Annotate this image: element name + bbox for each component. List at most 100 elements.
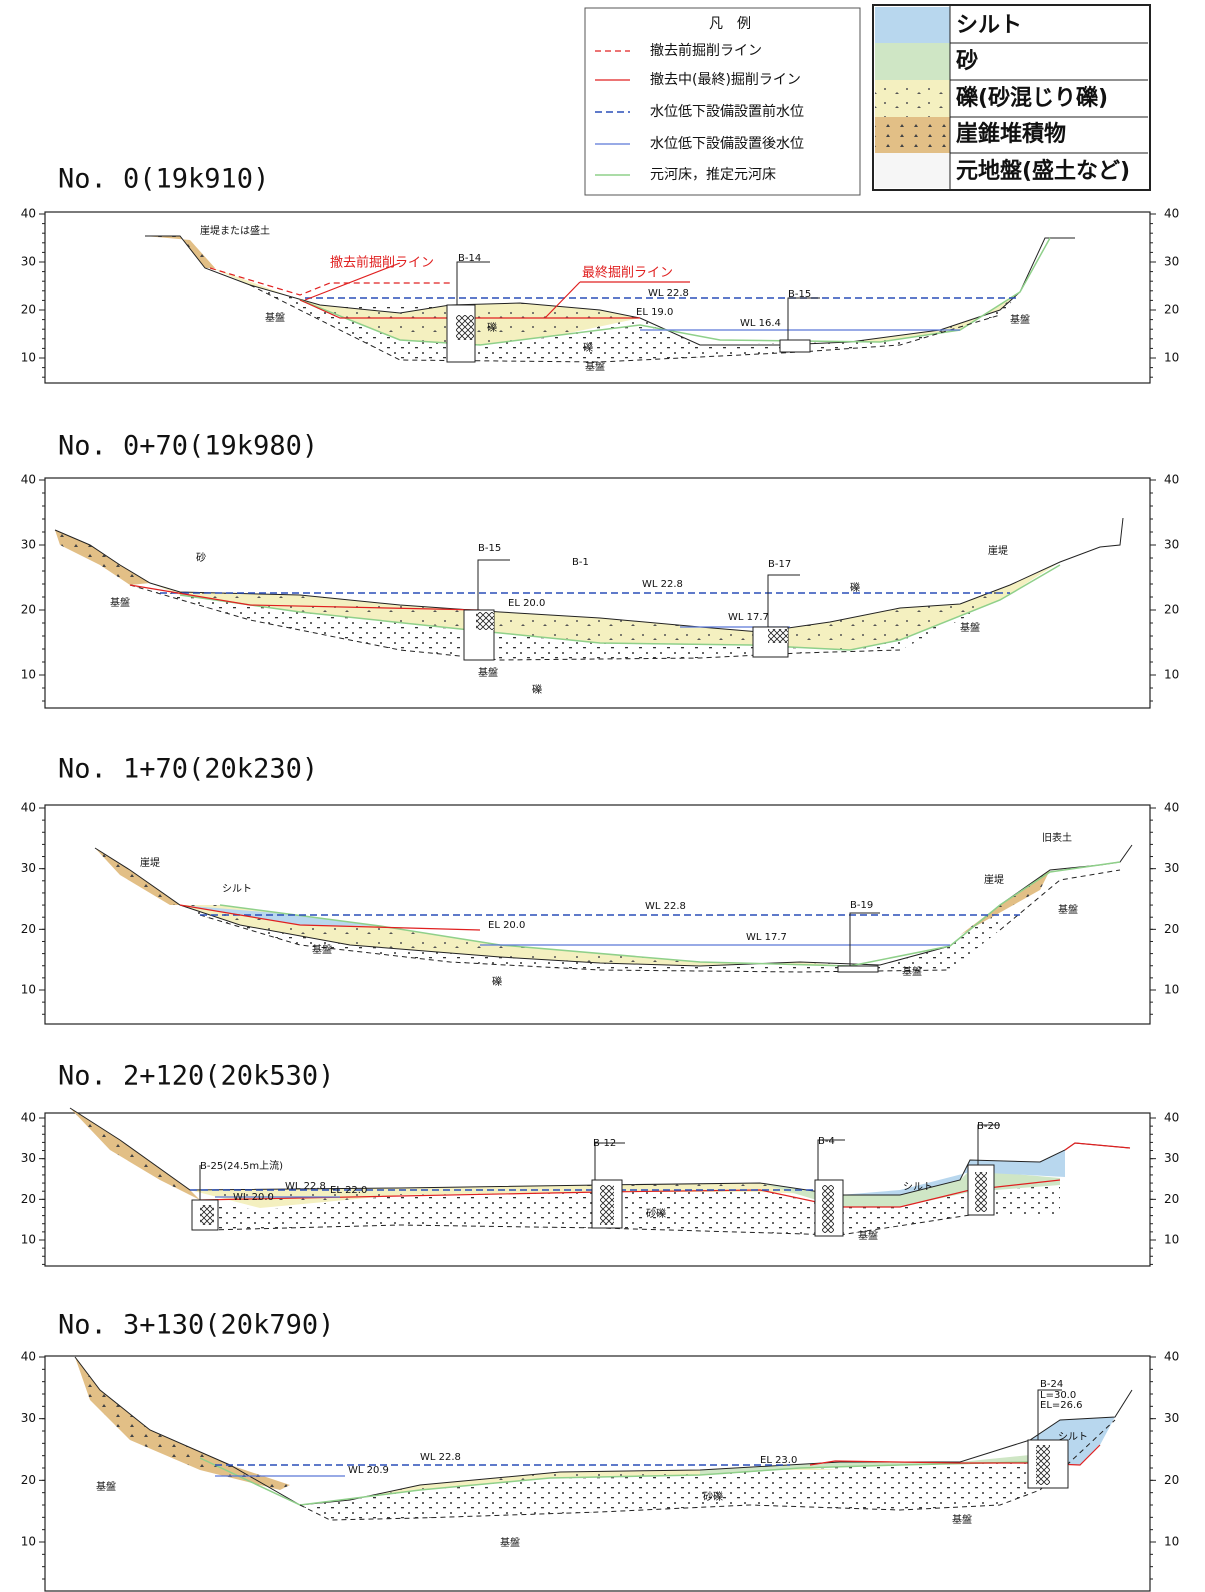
annotation: B-14 [458, 253, 481, 264]
annotation: 旧表土 [1042, 831, 1072, 844]
y-tick-label: 40 [1164, 1350, 1179, 1364]
annotation: 基盤 [265, 311, 285, 324]
y-tick-label: 30 [1164, 861, 1179, 875]
section-frame [44, 477, 1151, 709]
section: No. 2+120(20k530) B-25(24.5m上流) WL 22.8 … [21, 1061, 1179, 1267]
soil-label: 砂 [956, 49, 978, 74]
y-tick-label: 10 [1164, 1233, 1179, 1247]
y-tick-label: 20 [21, 303, 36, 317]
annotation: 礫 [583, 341, 593, 354]
borehole-flag [456, 261, 820, 340]
section-frame [44, 1112, 1151, 1267]
y-tick-label: 40 [21, 1111, 36, 1125]
borehole-flag [849, 912, 880, 966]
talus-layer [95, 848, 180, 905]
section-title: No. 2+120(20k530) [58, 1061, 334, 1092]
y-tick-label: 10 [1164, 351, 1179, 365]
y-tick-label: 40 [1164, 207, 1179, 221]
final-excavation-line [179, 904, 481, 931]
y-tick-label: 20 [21, 922, 36, 936]
basement [130, 565, 1060, 660]
annotation: 基盤 [952, 1513, 972, 1526]
annotation: 礫 [850, 581, 860, 594]
soil-swatch [875, 43, 950, 80]
y-tick-label: 10 [21, 1233, 36, 1247]
section-title: No. 0(19k910) [58, 164, 269, 195]
basement-line [199, 869, 1121, 973]
talus-layer [70, 1108, 200, 1200]
final-excavation-line [1064, 1142, 1131, 1151]
y-tick-label: 30 [1164, 538, 1179, 552]
annotation: 砂礫 [703, 1490, 723, 1503]
annotation: 基盤 [960, 621, 980, 634]
basement-line [299, 1419, 1116, 1521]
gravel-layer [205, 265, 640, 345]
y-tick-label: 40 [1164, 1111, 1179, 1125]
gravel-layer [850, 292, 1020, 342]
annotation: WL 17.7 [728, 612, 769, 623]
legend-label: 水位低下設備設置後水位 [650, 136, 804, 152]
section: No. 1+70(20k230) 崖堤 シルト WL 22.8 B-19 EL … [21, 754, 1179, 1025]
annotation: 崖堤 [984, 874, 1004, 886]
y-tick-label: 40 [21, 207, 36, 221]
annotation: EL 20.0 [488, 920, 525, 931]
basement [180, 905, 1000, 972]
annotation: 撤去前掘削ライン [330, 255, 434, 271]
talus-layer [75, 1357, 290, 1490]
sand-layer [700, 1455, 1030, 1475]
borehole-core [822, 1185, 834, 1233]
soil-label: 礫(砂混じり礫) [956, 85, 1108, 111]
talus-layer [55, 530, 150, 585]
annotation: WL 22.8 [420, 1452, 461, 1463]
annotation: WL 20.0 [233, 1192, 274, 1203]
annotation: WL 22.8 [645, 901, 686, 912]
borehole-core [456, 315, 474, 340]
y-tick-label: 30 [21, 1151, 36, 1165]
annotation: B-4 [818, 1136, 835, 1147]
y-tick-label: 40 [21, 1350, 36, 1364]
pre-excavation-line [209, 267, 450, 296]
borehole [837, 965, 879, 973]
soil-swatch [875, 7, 950, 43]
y-tick-label: 10 [1164, 983, 1179, 997]
annotation: EL 19.0 [636, 307, 673, 318]
annotation: シルト [1058, 1432, 1088, 1443]
y-tick-label: 30 [21, 1411, 36, 1425]
annotation: WL 16.4 [740, 318, 781, 329]
y-tick-label: 40 [1164, 473, 1179, 487]
y-tick-label: 20 [1164, 1192, 1179, 1206]
section-frame [44, 804, 1151, 1025]
borehole-flag [477, 559, 800, 627]
section: No. 0+70(19k980) 砂 B-15 B-1 WL 22.8 B-17… [21, 431, 1179, 709]
annotation: 基盤 [1010, 313, 1030, 326]
legend-label: 水位低下設備設置前水位 [650, 103, 804, 120]
annotation: シルト [903, 1182, 933, 1193]
legend-label: 撤去中(最終)掘削ライン [650, 72, 801, 88]
annotation: 基盤 [96, 1480, 116, 1493]
basement-line [249, 284, 1001, 363]
borehole-flag [1037, 1389, 1062, 1440]
line-legend: 凡 例 撤去前掘削ライン 撤去中(最終)掘削ライン 水位低下設備設置前水位 水位… [584, 7, 861, 196]
annotation: 礫 [487, 321, 497, 334]
y-tick-label: 40 [21, 473, 36, 487]
gravel-layer [190, 1183, 840, 1208]
gravel-layer [150, 562, 1060, 650]
annotation: B-1 [572, 557, 589, 568]
borehole-core [476, 612, 494, 630]
y-tick-label: 10 [21, 668, 36, 682]
section: No. 3+130(20k790) B-24 L=30.0 EL=26.6 シル… [21, 1310, 1179, 1592]
borehole [779, 339, 811, 353]
section: No. 0(19k910) 崖堤または盛土 撤去前掘削ライン B-14 最終掘削… [21, 164, 1179, 384]
annotation: B-19 [850, 900, 873, 911]
annotation: シルト [222, 884, 252, 895]
borehole-core [975, 1172, 987, 1212]
section-frame [44, 211, 1151, 384]
annotation: B-25(24.5m上流) [200, 1160, 283, 1172]
annotation: WL 22.8 [285, 1181, 326, 1192]
ground-line [74, 1356, 1133, 1506]
y-tick-label: 10 [1164, 1535, 1179, 1549]
annotation: EL 22.0 [330, 1185, 367, 1196]
legend-title: 凡 例 [709, 16, 751, 32]
annotation: 基盤 [585, 360, 605, 373]
